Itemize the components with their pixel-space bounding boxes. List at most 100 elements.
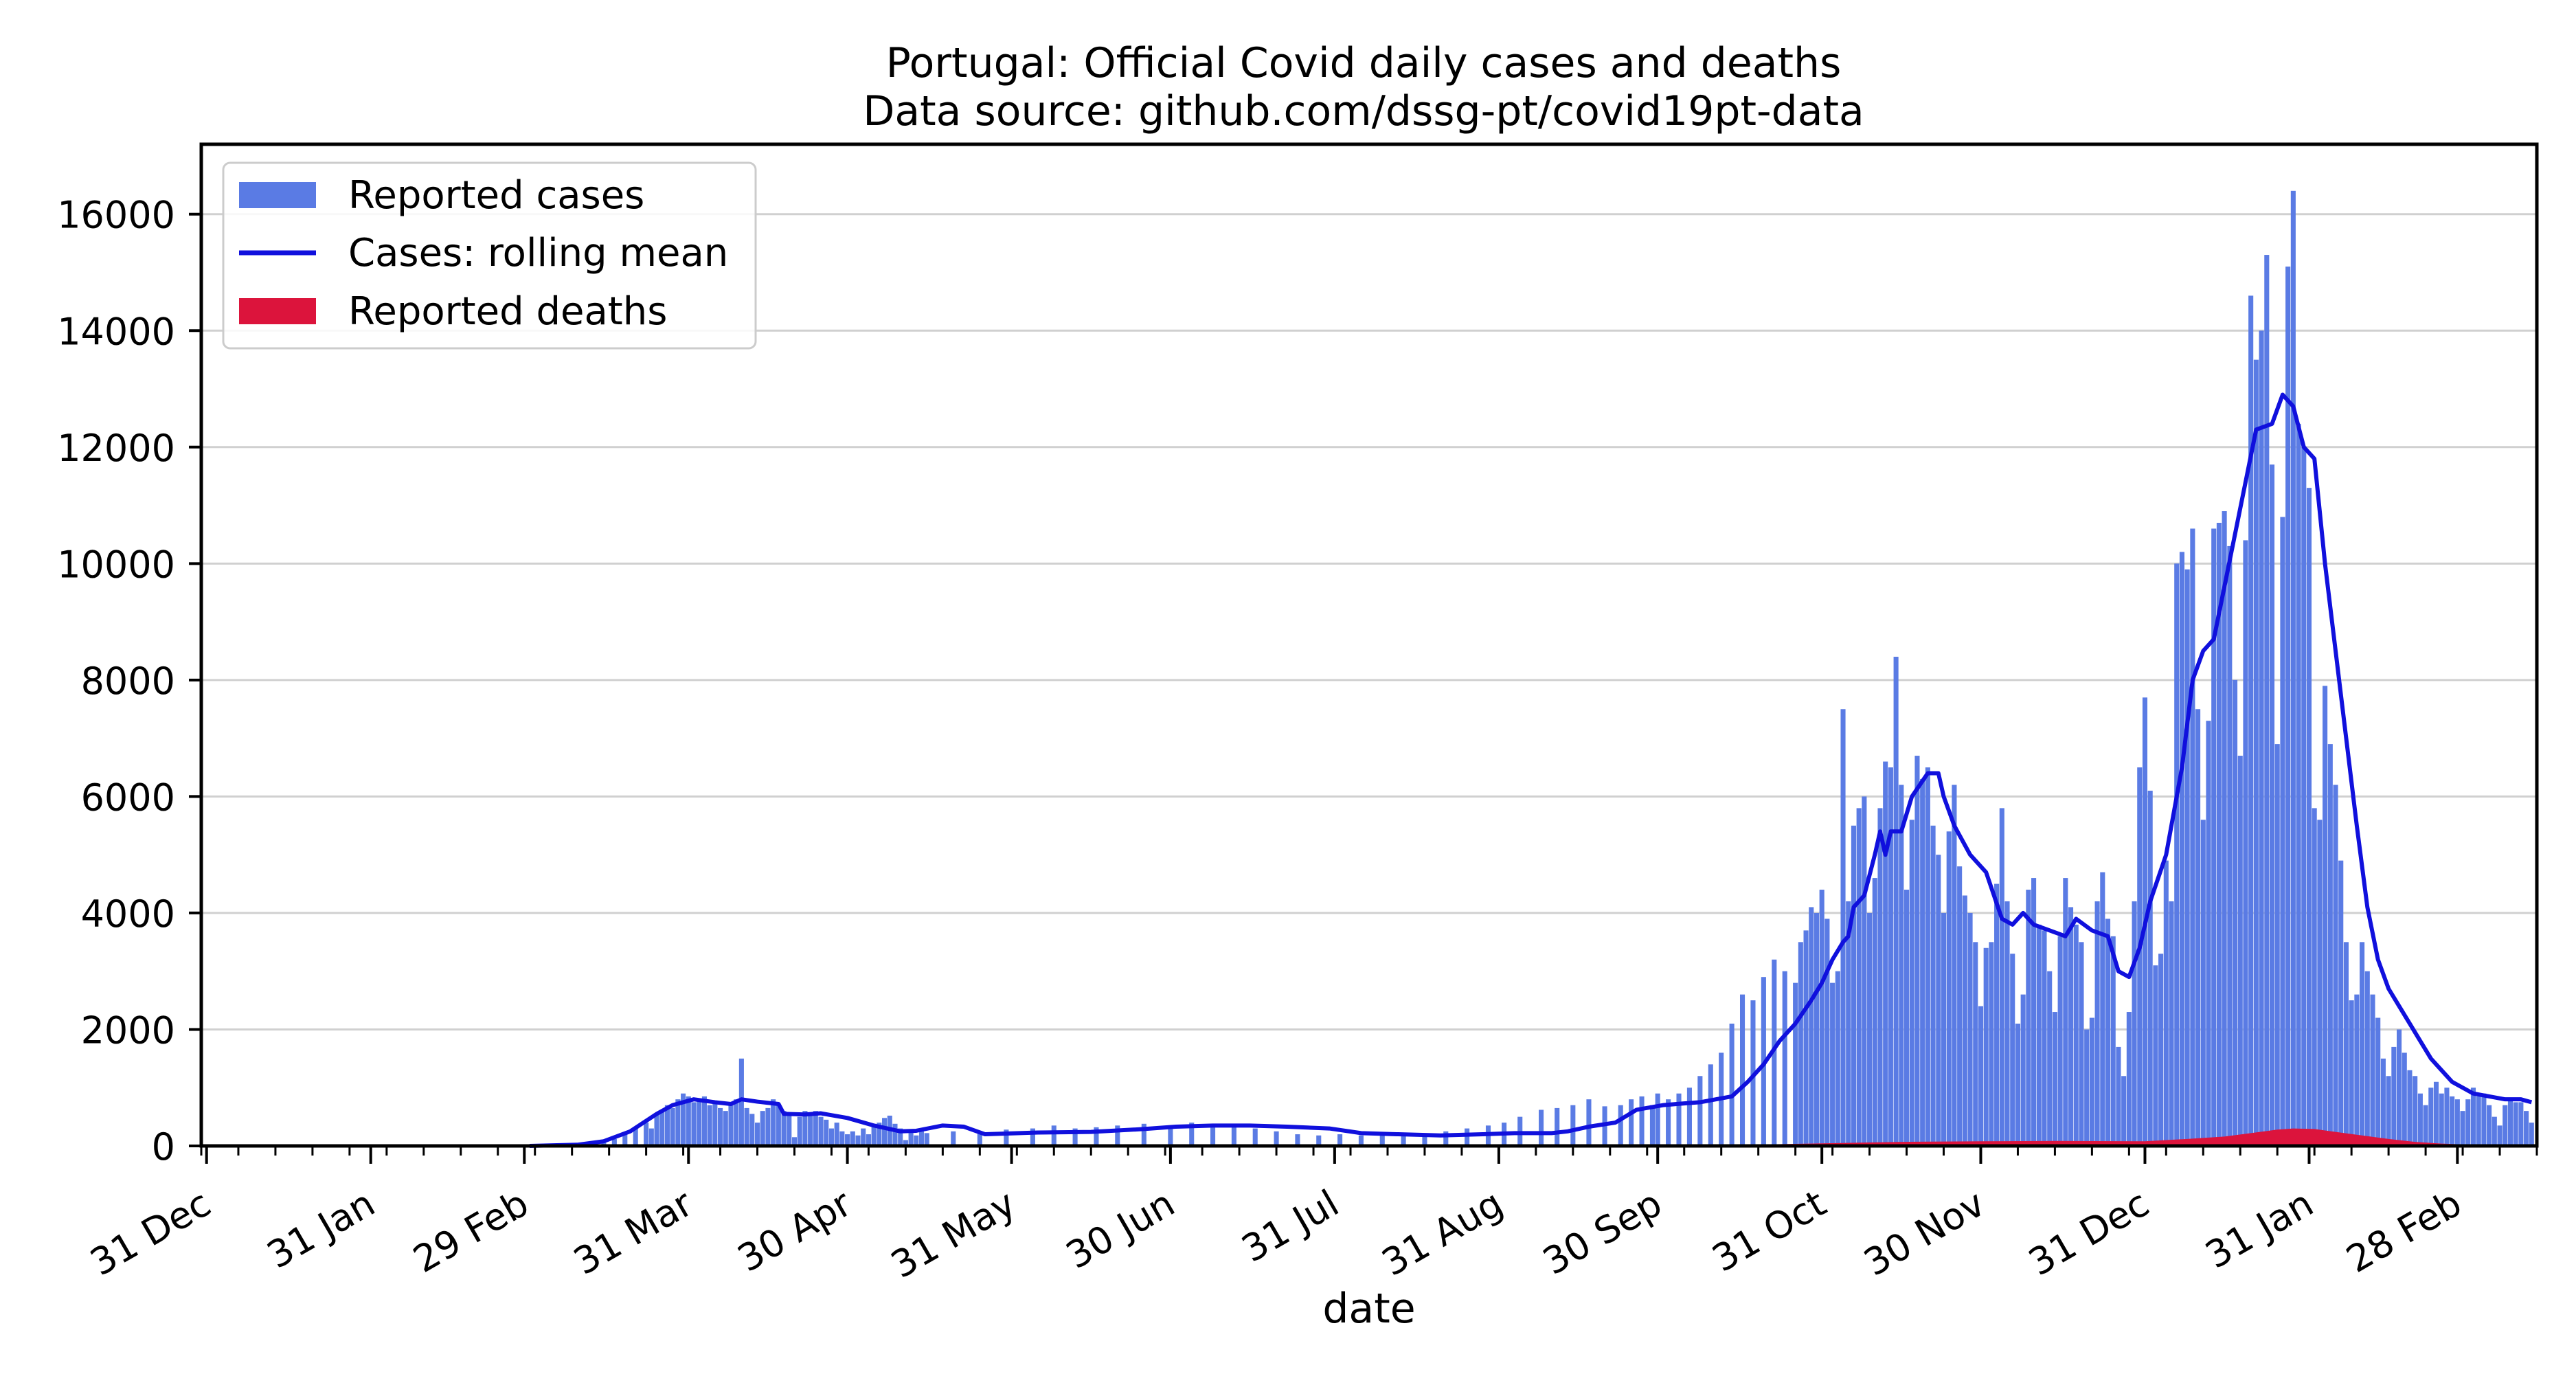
cases-bar — [2211, 528, 2217, 1146]
cases-bar — [2253, 359, 2259, 1146]
cases-bar — [654, 1114, 659, 1146]
cases-bar — [1973, 942, 1978, 1146]
cases-bar — [1252, 1128, 1258, 1146]
cases-bar — [2391, 1046, 2397, 1146]
cases-bar — [1115, 1125, 1120, 1146]
cases-bar — [1941, 912, 1947, 1146]
cases-bars — [532, 190, 2534, 1147]
cases-bar — [1072, 1128, 1078, 1146]
deaths-area-path — [603, 1128, 2532, 1146]
cases-bar — [2010, 954, 2015, 1146]
cases-bar — [691, 1102, 697, 1146]
cases-bar — [2354, 994, 2360, 1146]
cases-bar — [1798, 942, 1803, 1146]
legend: Reported cases Cases: rolling mean Repor… — [222, 161, 757, 350]
cases-bar — [1983, 947, 1989, 1146]
cases-bar — [1814, 912, 1820, 1146]
cases-bar — [898, 1128, 903, 1146]
cases-bar — [2280, 517, 2285, 1146]
cases-bar — [1862, 796, 1867, 1146]
cases-bar — [2153, 965, 2158, 1146]
cases-bar — [2487, 1105, 2492, 1146]
cases-bar — [659, 1111, 665, 1146]
cases-bar — [670, 1107, 675, 1146]
cases-bar — [723, 1111, 728, 1146]
plot-frame — [199, 142, 2539, 1148]
cases-bar — [824, 1119, 829, 1146]
cases-bar — [1946, 831, 1952, 1146]
cases-bar — [2502, 1105, 2508, 1146]
cases-bar — [2481, 1093, 2487, 1146]
cases-bar — [1539, 1110, 1544, 1146]
cases-bar — [1465, 1128, 1470, 1146]
cases-bar — [644, 1123, 649, 1146]
cases-bar — [697, 1099, 702, 1146]
cases-bar — [2465, 1099, 2471, 1146]
cases-bar — [2386, 1076, 2391, 1146]
cases-bar — [2100, 872, 2105, 1146]
cases-bar — [1835, 971, 1840, 1146]
cases-bar — [1570, 1105, 1576, 1146]
cases-bar — [2057, 936, 2063, 1146]
cases-bar — [1819, 890, 1824, 1146]
cases-bar — [1639, 1096, 1645, 1146]
cases-bar — [2004, 901, 2010, 1146]
cases-bar — [892, 1123, 898, 1146]
legend-box — [222, 161, 757, 350]
cases-bar — [1708, 1064, 1713, 1146]
cases-bar — [1899, 785, 1904, 1146]
cases-bar — [1676, 1093, 1682, 1146]
cases-bar — [2524, 1111, 2529, 1146]
legend-label-deaths: Reported deaths — [348, 289, 667, 334]
cases-bar — [601, 1141, 607, 1146]
y-tick-label: 4000 — [81, 892, 175, 936]
cases-bar — [681, 1093, 686, 1146]
cases-bar — [2248, 295, 2254, 1146]
cases-bar — [2052, 1012, 2057, 1146]
chart-subtitle: Data source: github.com/dssg-pt/covid19p… — [863, 87, 1864, 135]
cases-bar — [1772, 959, 1777, 1146]
cases-bar — [2397, 1029, 2402, 1146]
cases-bar — [2450, 1096, 2455, 1146]
cases-bar — [765, 1107, 771, 1146]
cases-bar — [664, 1105, 670, 1146]
cases-bar — [1957, 866, 1963, 1146]
cases-bar — [2433, 1081, 2439, 1146]
cases-bar — [1856, 808, 1862, 1146]
rolling-mean-line — [529, 392, 2533, 1148]
cases-bar — [2184, 569, 2190, 1146]
cases-bar — [2274, 744, 2280, 1146]
cases-bar — [2063, 878, 2068, 1146]
legend-swatch-cases — [239, 182, 316, 208]
cases-bar — [1872, 878, 1877, 1146]
cases-bar — [1893, 656, 1899, 1146]
cases-bar — [2428, 1088, 2434, 1146]
cases-bar — [1030, 1128, 1035, 1146]
cases-bar — [1586, 1099, 1592, 1146]
cases-bar — [808, 1114, 813, 1146]
cases-bar — [2423, 1105, 2428, 1146]
cases-bar — [2110, 936, 2116, 1146]
cases-bar — [903, 1140, 908, 1146]
cases-bar — [611, 1138, 617, 1146]
cases-bar — [834, 1123, 839, 1146]
cases-bar — [2137, 767, 2143, 1146]
cases-bar — [2243, 540, 2248, 1146]
cases-bar — [2402, 1052, 2407, 1146]
cases-bar — [1846, 901, 1851, 1146]
cases-bar — [813, 1111, 818, 1146]
y-tick-label: 12000 — [57, 427, 175, 470]
cases-bar — [734, 1099, 739, 1146]
cases-bar — [2179, 552, 2184, 1146]
cases-bar — [712, 1102, 718, 1146]
cases-bar — [1316, 1135, 1322, 1146]
cases-bar — [776, 1105, 781, 1146]
cases-bar — [754, 1123, 760, 1146]
cases-bar — [2364, 971, 2370, 1146]
cases-bar — [839, 1131, 845, 1146]
cases-bar — [2333, 785, 2338, 1146]
cases-bar — [1295, 1134, 1300, 1146]
cases-bar — [2323, 686, 2328, 1146]
cases-bar — [2121, 1076, 2127, 1146]
cases-bar — [2015, 1023, 2020, 1146]
